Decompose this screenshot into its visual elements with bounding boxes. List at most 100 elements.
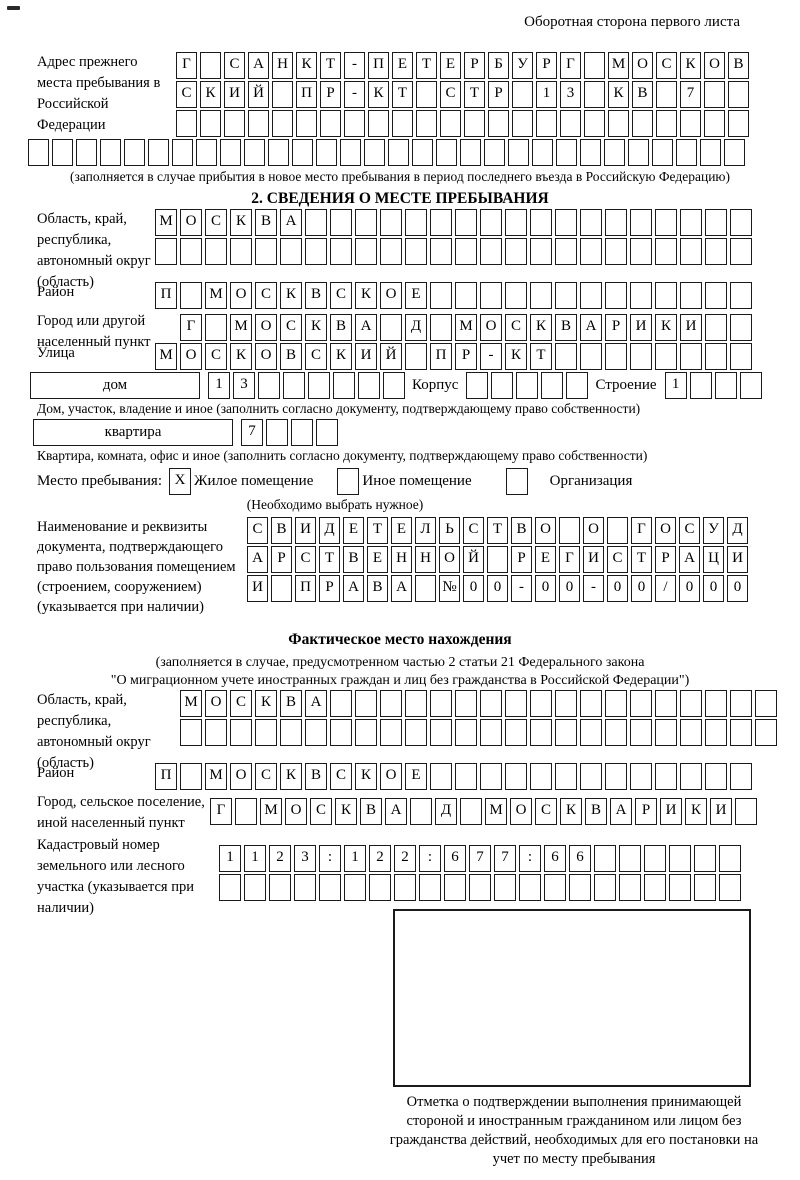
char-cell [480, 690, 502, 717]
char-cell [355, 209, 377, 236]
char-cell [272, 110, 293, 137]
char-cell: И [710, 798, 732, 825]
char-cell: Т [530, 343, 552, 370]
char-cell: Т [631, 546, 652, 573]
char-cell [358, 372, 380, 399]
char-cell: В [271, 517, 292, 544]
char-cell [555, 719, 577, 746]
char-cell [330, 719, 352, 746]
house-label-box: дом [30, 372, 200, 399]
char-cell: О [180, 209, 202, 236]
char-cell: 1 [244, 845, 266, 872]
char-cell [180, 282, 202, 309]
char-cell [320, 110, 341, 137]
char-cell: И [630, 314, 652, 341]
char-cell [730, 690, 752, 717]
char-cell: : [519, 845, 541, 872]
char-cell: О [480, 314, 502, 341]
char-cell [704, 110, 725, 137]
char-cell: О [180, 343, 202, 370]
char-cell: 0 [535, 575, 556, 602]
char-cell: Т [416, 52, 437, 79]
char-cell: Т [487, 517, 508, 544]
prev-address-row-4 [28, 139, 800, 168]
prev-address-row-3 [176, 110, 752, 139]
char-cell: С [255, 763, 277, 790]
char-cell: М [155, 343, 177, 370]
char-cell: У [703, 517, 724, 544]
char-cell [656, 81, 677, 108]
char-cell [544, 874, 566, 901]
char-cell [196, 139, 217, 166]
char-cell: И [355, 343, 377, 370]
char-cell [580, 719, 602, 746]
char-cell: Е [405, 282, 427, 309]
char-cell: Г [180, 314, 202, 341]
char-cell: Д [435, 798, 457, 825]
char-cell: М [485, 798, 507, 825]
char-cell: К [200, 81, 221, 108]
char-cell: С [330, 282, 352, 309]
char-cell [455, 763, 477, 790]
char-cell [680, 690, 702, 717]
char-cell [505, 719, 527, 746]
char-cell [566, 372, 589, 399]
cadastral-block: Кадастровый номер земельного или лесного… [37, 835, 800, 916]
char-cell: В [343, 546, 364, 573]
char-cell [405, 238, 427, 265]
char-cell [630, 719, 652, 746]
char-cell: М [260, 798, 282, 825]
char-cell [383, 372, 405, 399]
char-cell: Е [391, 517, 412, 544]
char-cell [530, 763, 552, 790]
char-cell: И [727, 546, 748, 573]
char-cell [555, 343, 577, 370]
char-cell: 0 [559, 575, 580, 602]
char-cell: К [680, 52, 701, 79]
char-cell: О [380, 763, 402, 790]
char-cell [619, 845, 641, 872]
char-cell: С [176, 81, 197, 108]
char-cell: 6 [544, 845, 566, 872]
char-cell: С [295, 546, 316, 573]
char-cell: С [310, 798, 332, 825]
char-cell: М [230, 314, 252, 341]
char-cell [455, 282, 477, 309]
char-cell [700, 139, 721, 166]
char-cell: В [555, 314, 577, 341]
char-cell: А [610, 798, 632, 825]
char-cell: Е [405, 763, 427, 790]
char-cell [608, 110, 629, 137]
char-cell [368, 110, 389, 137]
char-cell: В [367, 575, 388, 602]
char-cell [705, 238, 727, 265]
char-cell: 2 [394, 845, 416, 872]
char-cell: К [255, 690, 277, 717]
char-cell: В [305, 282, 327, 309]
char-cell [369, 874, 391, 901]
char-cell [560, 110, 581, 137]
char-cell [530, 238, 552, 265]
char-cell [392, 110, 413, 137]
char-cell [655, 763, 677, 790]
char-cell [580, 139, 601, 166]
prev-address-block: Адрес прежнего места пребывания в Россий… [37, 52, 800, 139]
header-note: Оборотная сторона первого листа [524, 14, 740, 30]
char-cell [630, 238, 652, 265]
char-cell: 7 [494, 845, 516, 872]
char-cell: А [248, 52, 269, 79]
char-cell: П [155, 282, 177, 309]
char-cell [205, 314, 227, 341]
char-cell [739, 372, 762, 399]
char-cell: П [155, 763, 177, 790]
char-cell: П [368, 52, 389, 79]
char-cell [412, 139, 433, 166]
char-cell [268, 139, 289, 166]
char-cell: 7 [469, 845, 491, 872]
char-cell: К [355, 282, 377, 309]
char-cell: А [343, 575, 364, 602]
